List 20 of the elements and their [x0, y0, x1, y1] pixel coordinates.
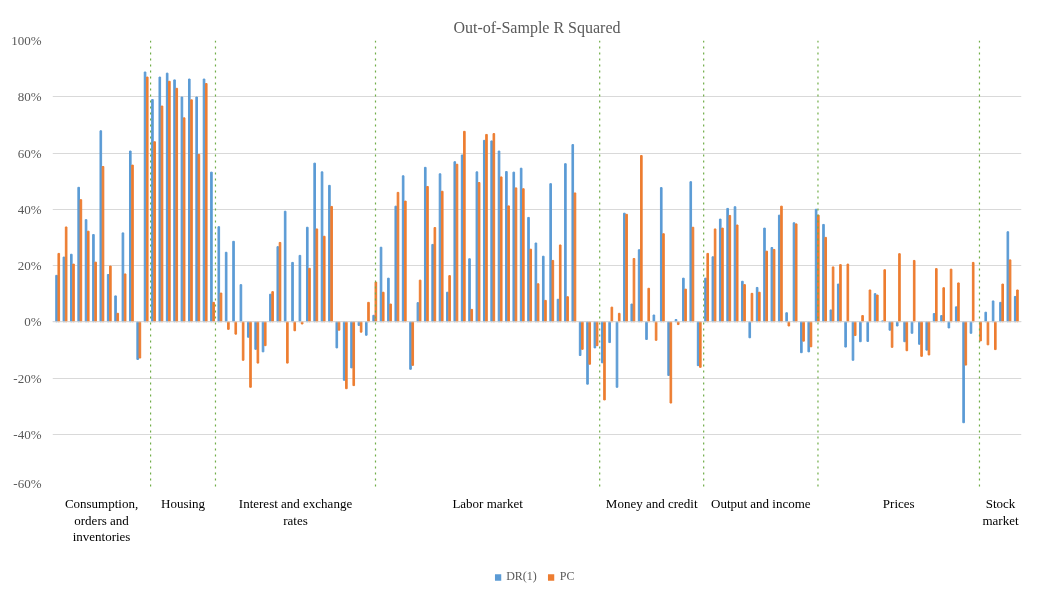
y-tick-label: -20% [13, 370, 42, 386]
y-tick-label: -60% [13, 475, 42, 491]
text: Consumption, orders and inventories [64, 496, 139, 544]
text: Money and credit [605, 496, 698, 512]
y-tick-label: 80% [17, 89, 42, 105]
chart-title: Out-of-Sample R Squared [453, 18, 621, 37]
y-tick-label: 60% [17, 145, 42, 161]
y-tick-label: 100% [11, 33, 42, 48]
text: Output and income [710, 496, 811, 512]
legend-label: DR(1) [506, 569, 537, 584]
y-tick-label: 20% [17, 258, 42, 273]
text: Prices [882, 496, 915, 512]
text: Housing [161, 496, 206, 512]
y-tick-label: -40% [13, 426, 42, 442]
text: Stock market [982, 496, 1019, 528]
y-tick-label: 40% [17, 201, 42, 217]
y-tick-label: 0% [24, 314, 42, 330]
legend-label: PC [559, 569, 576, 584]
text: Interest and exchange rates [238, 496, 353, 528]
text: Labor market [452, 496, 524, 512]
